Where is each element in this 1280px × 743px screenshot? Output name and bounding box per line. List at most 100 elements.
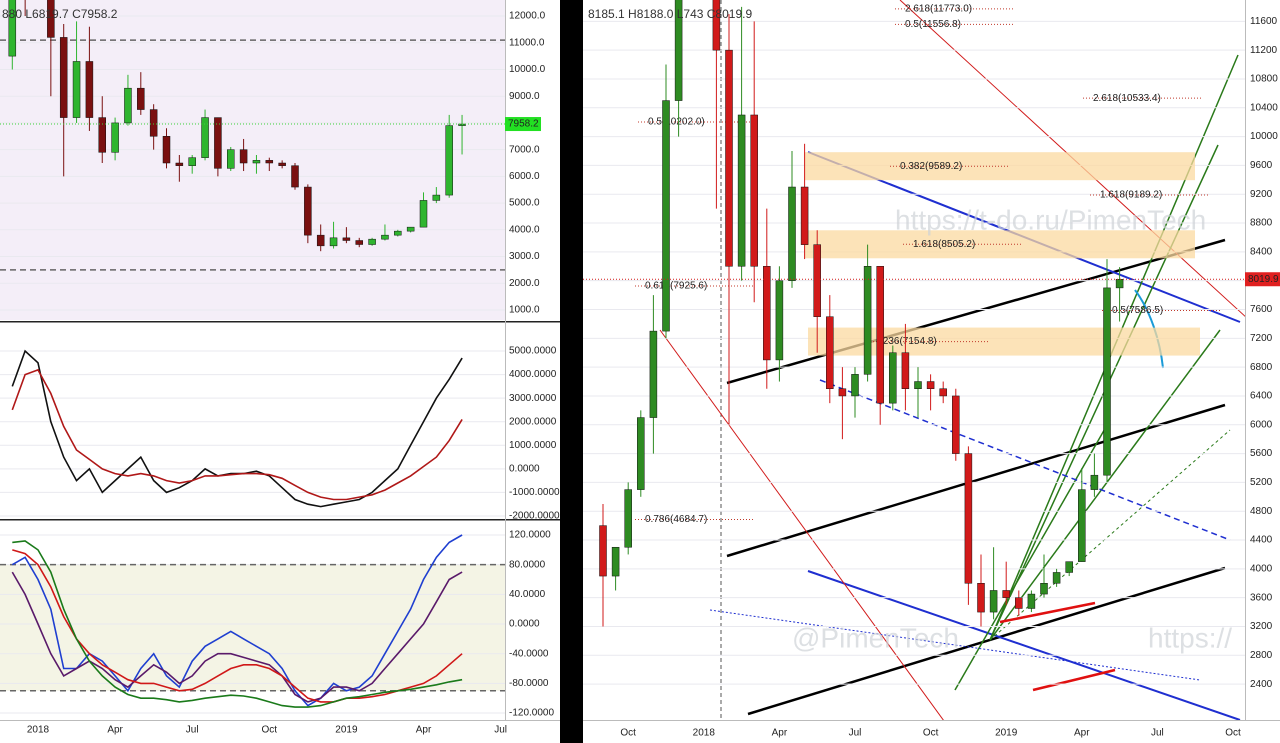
candle-body — [1065, 561, 1073, 573]
candle-body — [763, 266, 771, 361]
y-tick-label: 6400 — [1250, 391, 1273, 402]
fib-label: 0.382(9589.2) — [900, 161, 962, 172]
candle-body — [85, 61, 94, 118]
left-oscillator-plot — [0, 349, 505, 517]
candle-body — [863, 266, 872, 375]
watermark: https:// — [1148, 622, 1232, 653]
candle-body — [624, 489, 632, 548]
candle-body — [304, 186, 312, 236]
fib-label: 0.5(10202.0) — [648, 117, 705, 128]
candle-body — [662, 100, 670, 332]
candle-body — [725, 49, 733, 267]
candle-body — [188, 157, 196, 166]
y-tick-label: 5000.0000 — [509, 346, 557, 357]
candle-body — [445, 125, 453, 196]
candle-body — [826, 316, 834, 389]
y-tick-label: 10000.0 — [509, 64, 546, 75]
candle-body — [239, 149, 248, 164]
y-tick-label: 5000.0 — [509, 198, 540, 209]
y-tick-label: 2400 — [1250, 679, 1273, 690]
candle-body — [72, 61, 81, 118]
candle-body — [214, 117, 222, 169]
x-tick-label: 2019 — [995, 728, 1018, 739]
pane-divider — [0, 321, 560, 323]
watermark: @PimenTech — [792, 622, 959, 653]
candle-body — [876, 266, 884, 404]
y-tick-label: 9600 — [1250, 160, 1273, 171]
candle-body — [329, 237, 338, 247]
y-tick-label: 4000.0000 — [509, 369, 557, 380]
candle-body — [914, 381, 922, 389]
candle-body — [599, 525, 607, 577]
trendline — [819, 379, 1231, 541]
y-tick-label: 3200 — [1250, 621, 1273, 632]
candle-body — [750, 114, 758, 267]
y-tick-label: 3600 — [1250, 592, 1273, 603]
fib-label: 0.786(4684.7) — [645, 514, 707, 525]
x-tick-label: 2018 — [693, 728, 716, 739]
candle-body — [252, 160, 261, 164]
y-tick-label: 0.0000 — [509, 619, 540, 630]
y-tick-label: 0.0000 — [509, 463, 540, 474]
candle-body — [977, 583, 985, 613]
fib-label: 2.618(10533.4) — [1093, 93, 1161, 104]
y-tick-label: 11600 — [1250, 16, 1278, 27]
fib-label: .236(7154.8) — [880, 336, 937, 347]
y-tick-label: 3000.0000 — [509, 393, 557, 404]
candle-body — [1015, 597, 1023, 609]
candle-body — [111, 122, 119, 153]
candle-body — [394, 230, 402, 236]
y-tick-label: 6000 — [1250, 419, 1273, 430]
axis-border — [1245, 0, 1246, 720]
price-pane-bg — [0, 0, 505, 320]
candle-body — [788, 186, 796, 281]
y-tick-label: 12000.0 — [509, 11, 546, 22]
trendline — [726, 238, 1226, 385]
y-tick-label: 8800 — [1250, 218, 1273, 229]
candle-body — [611, 546, 620, 577]
candle-body — [926, 381, 935, 389]
y-tick-label: 120.0000 — [509, 530, 551, 541]
y-tick-label: 11000.0 — [509, 37, 545, 48]
y-tick-label: -40.0000 — [509, 648, 549, 659]
y-tick-label: 6000.0 — [509, 171, 540, 182]
y-tick-label: -120.0000 — [509, 708, 554, 719]
candle-body — [889, 352, 897, 404]
y-tick-label: 5600 — [1250, 448, 1273, 459]
fib-label: 0.5(7586.5) — [1112, 305, 1163, 316]
right-header: 8185.1 H8188.0 L743 C8019.9 — [588, 7, 752, 21]
trendline — [726, 403, 1226, 558]
fib-label: 0.5(11556.8) — [905, 19, 961, 30]
x-tick-label: Oct — [1225, 728, 1241, 739]
series-line — [11, 368, 463, 501]
fib-label: 1.618(8505.2) — [913, 239, 975, 250]
x-tick-label: Apr — [416, 725, 432, 736]
y-tick-label: 6800 — [1250, 362, 1273, 373]
candle-body — [149, 109, 158, 137]
y-tick-label: 4400 — [1250, 535, 1273, 546]
candle-body — [124, 87, 132, 124]
x-tick-label: Apr — [107, 725, 123, 736]
candle-body — [649, 330, 658, 418]
candle-body — [59, 37, 68, 118]
y-tick-label: 3000.0 — [509, 251, 540, 262]
trendline — [747, 566, 1226, 716]
trendline — [1032, 668, 1116, 692]
y-tick-label: 80.0000 — [509, 559, 546, 570]
candle-body — [939, 388, 947, 397]
watermark: https://t-do.ru/PimenTech — [895, 204, 1206, 235]
candle-body — [291, 165, 299, 188]
series-line — [12, 540, 463, 708]
x-tick-label: Apr — [772, 728, 788, 739]
candle-body — [227, 149, 235, 169]
pane-divider — [0, 519, 560, 521]
y-tick-label: 4800 — [1250, 506, 1273, 517]
x-tick-label: Oct — [620, 728, 636, 739]
fib-label: 1.618(9189.2) — [1100, 190, 1162, 201]
y-tick-label: 9000.0 — [509, 91, 540, 102]
fib-label: 2.618(11773.0) — [905, 4, 972, 15]
candle-body — [8, 0, 17, 57]
last-price-label: 8019.9 — [1248, 274, 1279, 285]
trendline — [954, 419, 1111, 691]
